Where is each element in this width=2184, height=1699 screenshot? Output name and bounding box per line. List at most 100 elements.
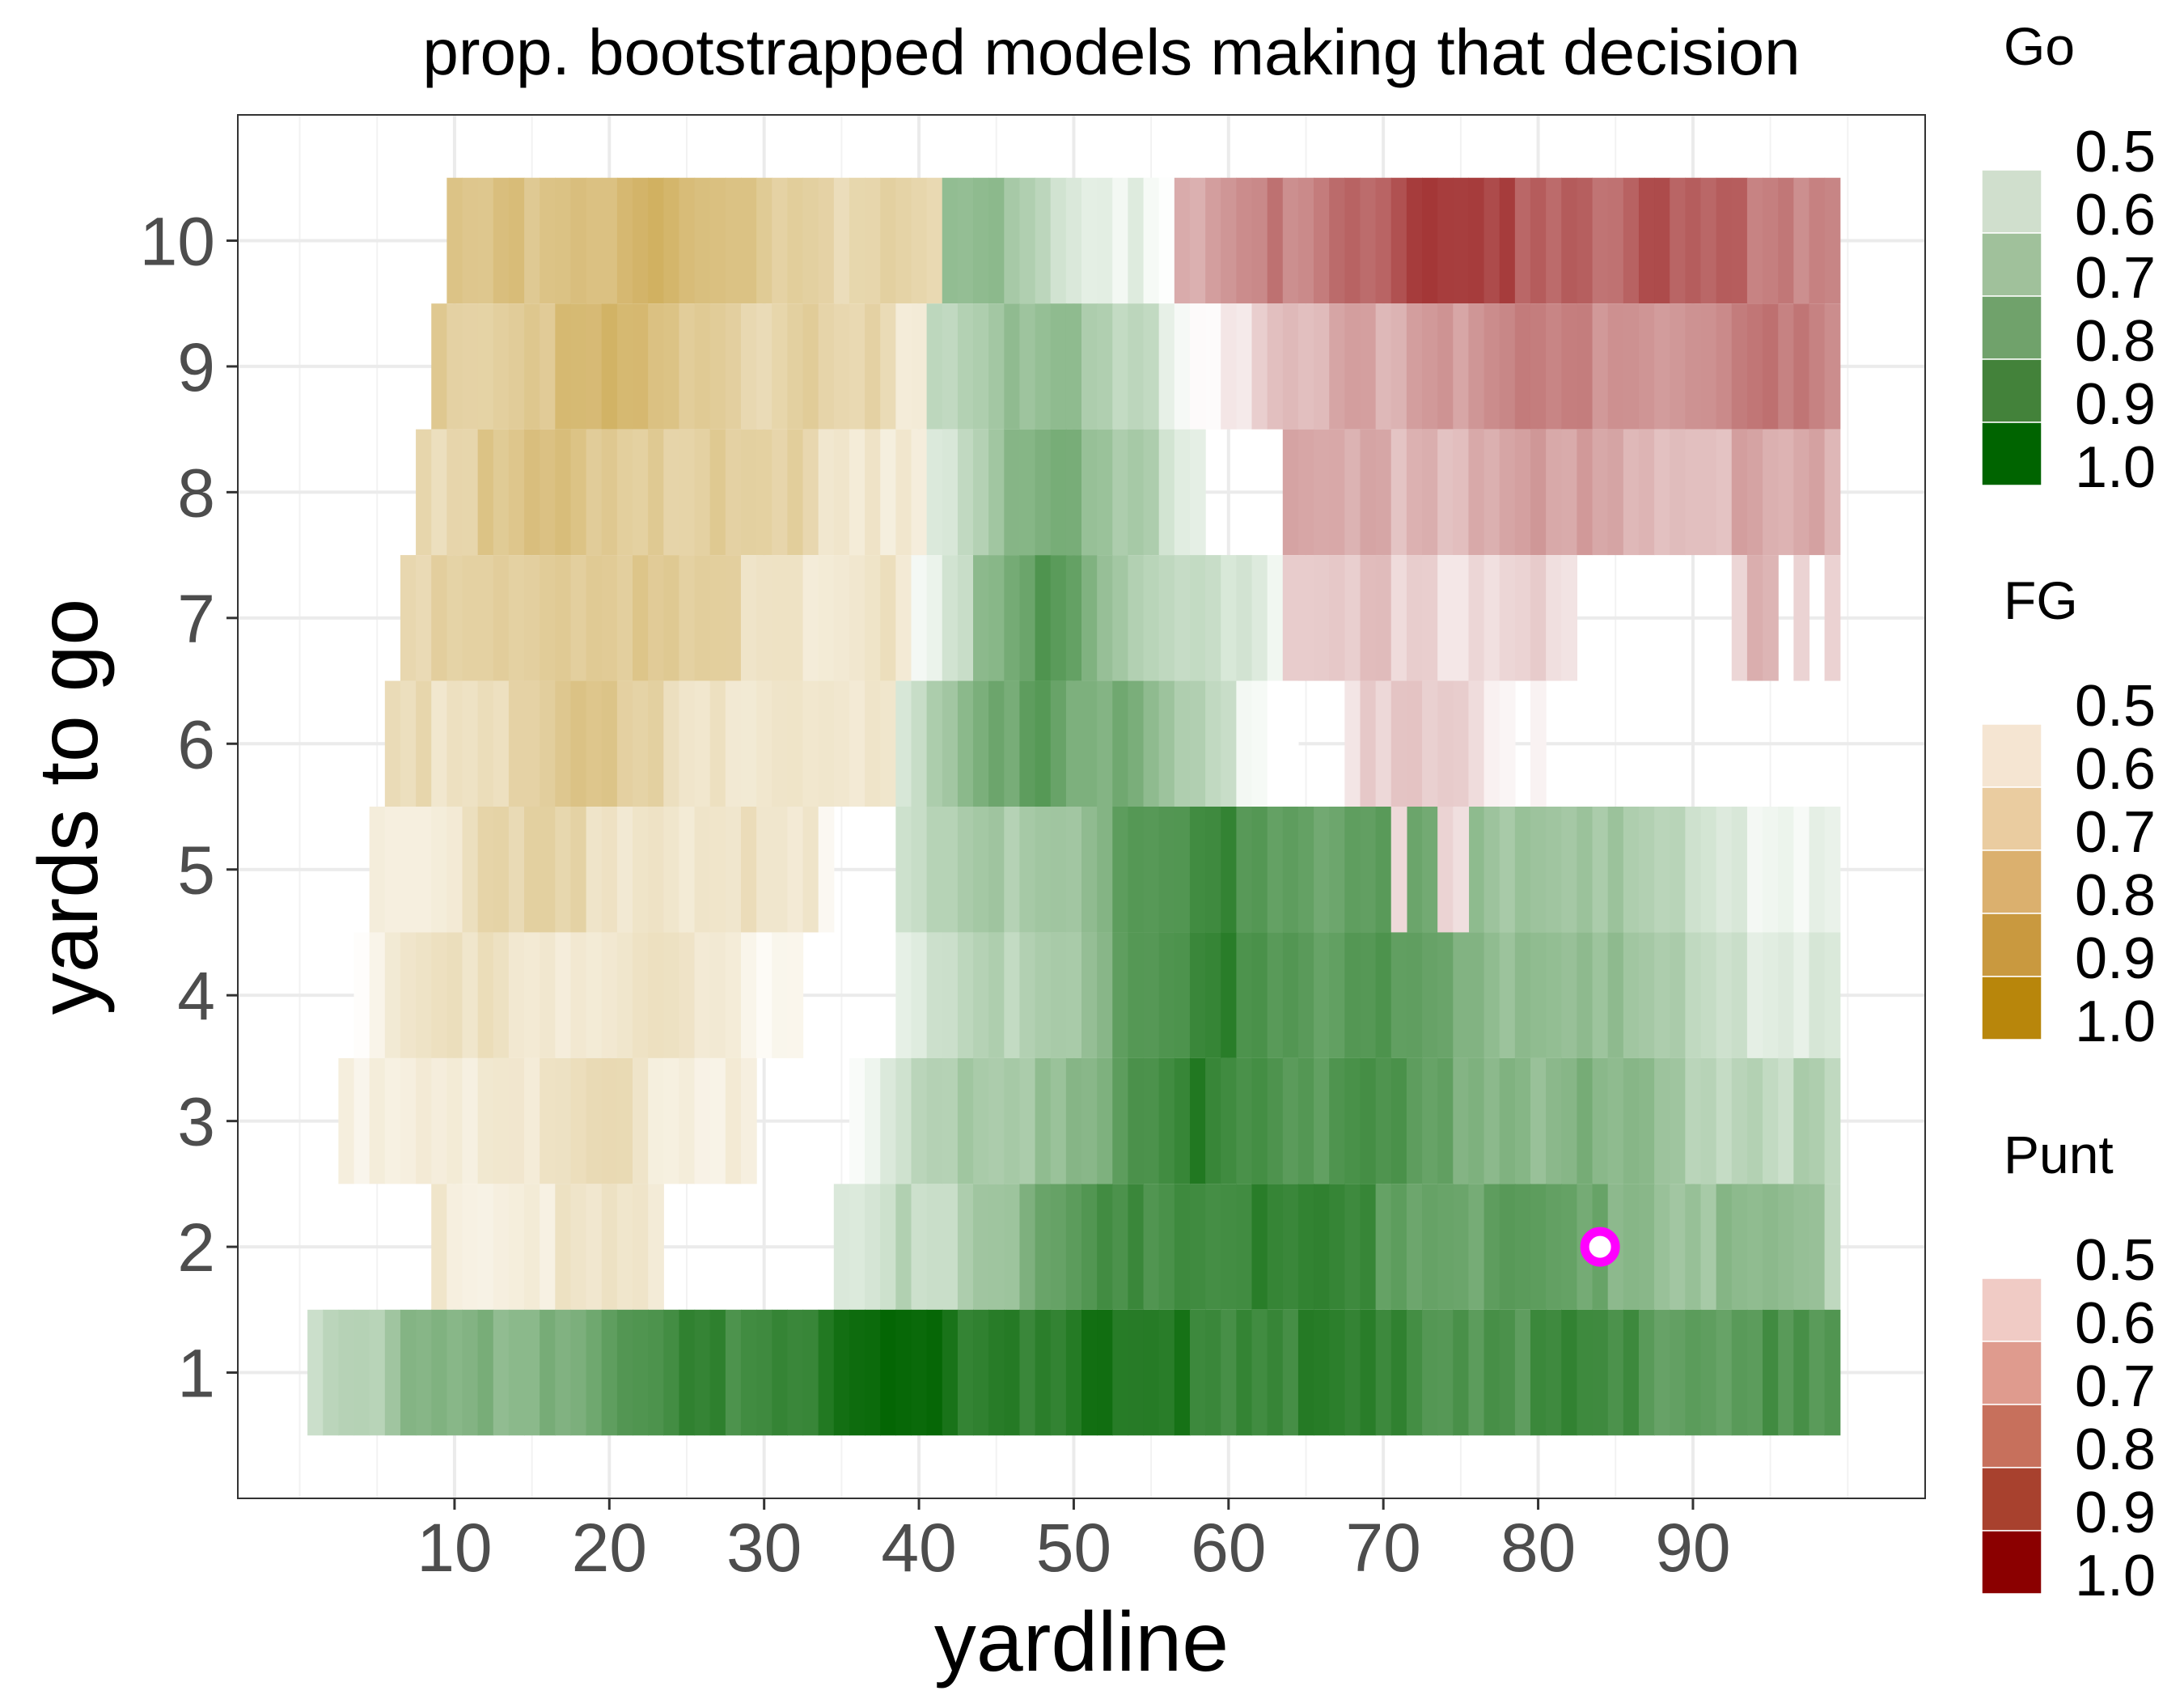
heatmap-cell (369, 1057, 386, 1184)
heatmap-cell (802, 1309, 819, 1436)
heatmap-cell (1499, 932, 1516, 1058)
heatmap-cell (818, 429, 835, 556)
heatmap-cell (1344, 1057, 1361, 1184)
heatmap-cell (586, 555, 603, 681)
heatmap-cell (1329, 177, 1345, 304)
heatmap-cell (1685, 1057, 1702, 1184)
heatmap-cell (1221, 1309, 1237, 1436)
heatmap-cell (1019, 177, 1036, 304)
heatmap-cell (570, 680, 587, 807)
heatmap-cell (709, 429, 726, 556)
heatmap-cell (1422, 1184, 1438, 1310)
heatmap-cell (570, 303, 587, 430)
heatmap-cell (865, 555, 881, 681)
heatmap-cell (709, 177, 726, 304)
heatmap-cell (1344, 680, 1361, 807)
heatmap-cell (1236, 1309, 1253, 1436)
heatmap-cell (772, 303, 788, 430)
heatmap-cell (1437, 932, 1454, 1058)
heatmap-cell (508, 932, 525, 1058)
heatmap-cell (633, 1057, 649, 1184)
heatmap-cell (1824, 1309, 1841, 1436)
heatmap-cell (1453, 555, 1470, 681)
heatmap-cell (1112, 680, 1129, 807)
heatmap-cell (1530, 680, 1547, 807)
legend-key (1981, 1530, 2042, 1595)
heatmap-cell (911, 303, 928, 430)
legend-fg: FG 0.50.60.70.80.91.0 (1981, 570, 2156, 1054)
heatmap-cell (1453, 303, 1470, 430)
heatmap-cell (849, 680, 866, 807)
heatmap-cell (1112, 177, 1129, 304)
heatmap-cell (1607, 303, 1624, 430)
heatmap-cell (447, 1309, 463, 1436)
heatmap-cell (802, 177, 819, 304)
y-axis: 1 2 3 4 5 6 7 8 9 10 (140, 203, 238, 1412)
heatmap-cell (1716, 177, 1733, 304)
heatmap-cell (694, 177, 711, 304)
heatmap-cell (1158, 177, 1175, 304)
heatmap-cell (648, 680, 664, 807)
heatmap-cell (1530, 429, 1547, 556)
heatmap-cell (1189, 807, 1206, 933)
heatmap-cell (1174, 1057, 1191, 1184)
heatmap-cell (1329, 429, 1345, 556)
heatmap-cell (601, 932, 618, 1058)
heatmap-cell (477, 555, 494, 681)
heatmap-cell (818, 555, 835, 681)
heatmap-cell (988, 1057, 1005, 1184)
y-tick-label: 5 (177, 833, 215, 909)
legend-label: 0.8 (2075, 1417, 2156, 1482)
heatmap-cell (1035, 1309, 1052, 1436)
heatmap-cell (477, 1057, 494, 1184)
heatmap-cell (818, 303, 835, 430)
heatmap-cell (1670, 932, 1686, 1058)
heatmap-cell (957, 680, 974, 807)
heatmap-cell (1065, 932, 1082, 1058)
heatmap-cell (1809, 1057, 1826, 1184)
legend-label: 0.6 (2075, 737, 2156, 802)
heatmap-cell (694, 555, 711, 681)
heatmap-cell (1282, 1309, 1299, 1436)
heatmap-cell (1685, 429, 1702, 556)
heatmap-cell (895, 807, 912, 933)
heatmap-cell (493, 177, 510, 304)
heatmap-cell (493, 429, 510, 556)
heatmap-cell (570, 807, 587, 933)
heatmap-cell (555, 555, 572, 681)
heatmap-cell (1112, 555, 1129, 681)
legend-key (1981, 295, 2042, 360)
heatmap-cell (1731, 303, 1748, 430)
heatmap-cell (570, 1309, 587, 1436)
y-tick-label: 9 (177, 329, 215, 405)
heatmap-cell (895, 1057, 912, 1184)
heatmap-cell (648, 303, 664, 430)
y-tick-label: 2 (177, 1210, 215, 1286)
heatmap-cell (988, 1309, 1005, 1436)
heatmap-cell (1546, 555, 1562, 681)
heatmap-cell (895, 932, 912, 1058)
heatmap-cell (431, 1057, 447, 1184)
legend-label: 1.0 (2075, 435, 2156, 500)
heatmap-cell (1282, 303, 1299, 430)
heatmap-cell (880, 303, 896, 430)
heatmap-cell (601, 1184, 618, 1310)
heatmap-cell (1546, 807, 1562, 933)
heatmap-cell (1267, 807, 1284, 933)
heatmap-cell (540, 555, 556, 681)
heatmap-cell (1623, 807, 1640, 933)
heatmap-cell (1236, 807, 1253, 933)
heatmap-cell (694, 807, 711, 933)
heatmap-cell (1638, 429, 1655, 556)
heatmap-cell (1453, 932, 1470, 1058)
heatmap-cell (1158, 555, 1175, 681)
heatmap-cell (1406, 303, 1423, 430)
heatmap-cell (1112, 429, 1129, 556)
highlight-layer (1580, 1227, 1620, 1267)
heatmap-cell (384, 1057, 401, 1184)
legend-key (1981, 786, 2042, 851)
heatmap-cell (1158, 429, 1175, 556)
heatmap-cell (1065, 429, 1082, 556)
heatmap-cell (1128, 555, 1145, 681)
heatmap-cell (1050, 680, 1067, 807)
